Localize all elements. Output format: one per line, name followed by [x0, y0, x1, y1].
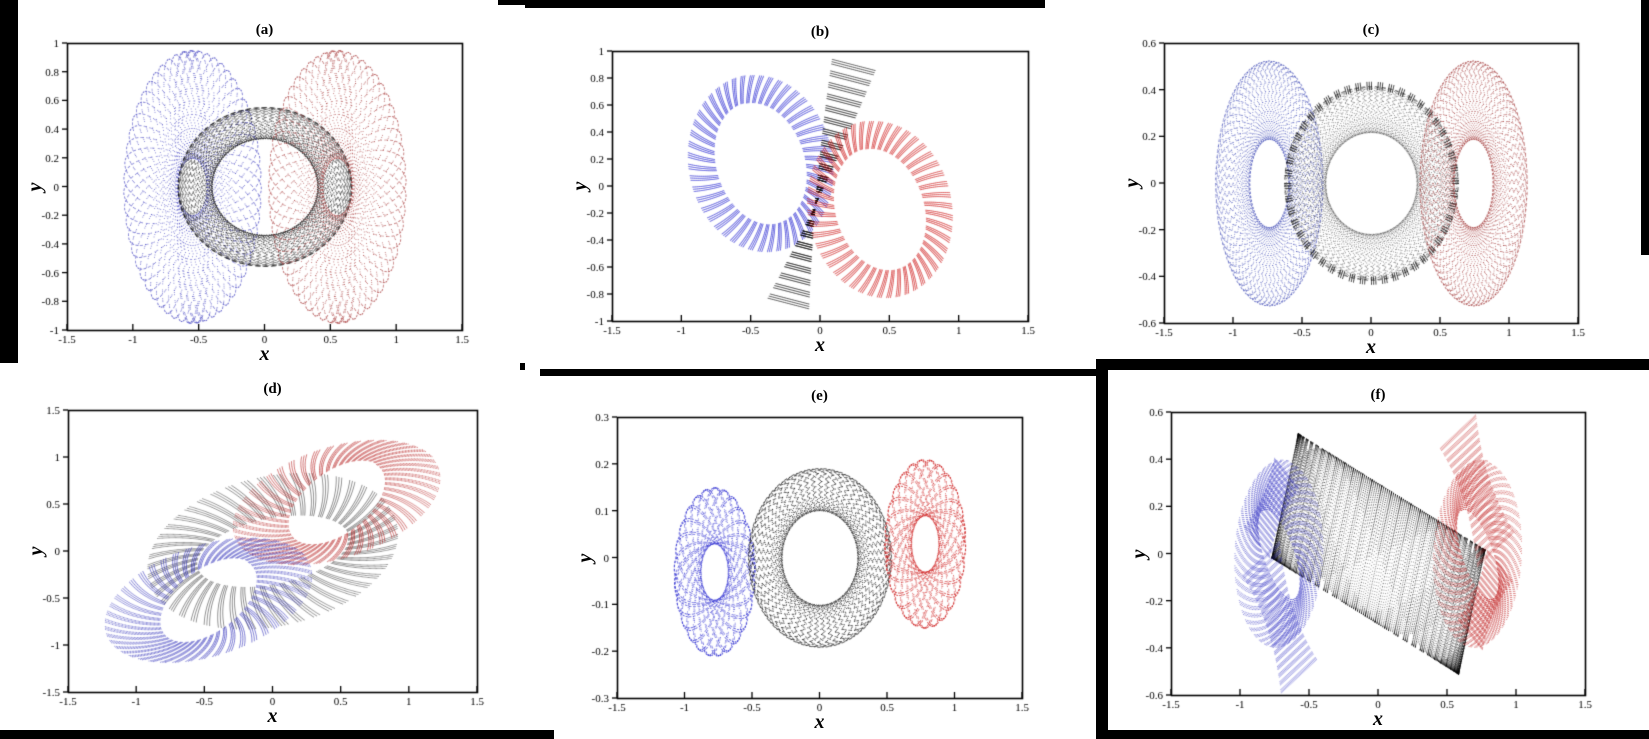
- panel-f-x-axis-label: x: [1373, 708, 1383, 730]
- plot-canvas-a: [18, 0, 525, 363]
- panel-c: (c) y x: [1045, 0, 1649, 370]
- panel-b: (b) y x: [525, 8, 1045, 370]
- panel-e-y-axis-label: y: [574, 553, 596, 562]
- panel-c-y-axis-label: y: [1121, 178, 1143, 188]
- panel-a-title: (a): [255, 22, 274, 38]
- panel-d-title: (d): [263, 381, 282, 397]
- panel-c-title: (c): [1362, 22, 1380, 38]
- panel-b-y-axis-label: y: [569, 181, 591, 191]
- panel-d-x-axis-label: x: [267, 705, 278, 727]
- panel-b-title: (b): [810, 24, 830, 40]
- plot-canvas-e: [520, 370, 1096, 739]
- panel-d: (d) y x: [0, 363, 520, 730]
- plot-canvas-d: [0, 363, 520, 730]
- panel-e-title: (e): [811, 388, 828, 404]
- panel-f: (f) y x: [1108, 369, 1649, 730]
- plot-canvas-f: [1108, 369, 1649, 730]
- panel-f-title: (f): [1370, 387, 1386, 403]
- panel-b-x-axis-label: x: [815, 334, 825, 356]
- panel-f-frame-top-bar: [1096, 359, 1649, 370]
- panel-a-y-axis-label: y: [24, 182, 46, 191]
- row-divider-strip: [540, 369, 1096, 376]
- panel-a: (a) y x: [18, 0, 525, 365]
- panel-a-x-axis-label: x: [259, 343, 270, 365]
- page-edge-strip-top-left-notch: [498, 0, 525, 5]
- plot-canvas-b: [525, 8, 1045, 370]
- plot-canvas-c: [1045, 0, 1649, 370]
- panel-e-x-axis-label: x: [814, 711, 825, 733]
- bottom-left-strip-notch: [520, 730, 554, 739]
- panel-d-y-axis-label: y: [25, 546, 47, 556]
- page-edge-strip-right-top: [1641, 0, 1649, 255]
- panel-e: (e) y x: [520, 370, 1096, 739]
- panel-c-x-axis-label: x: [1366, 336, 1376, 358]
- panel-f-y-axis-label: y: [1128, 549, 1150, 558]
